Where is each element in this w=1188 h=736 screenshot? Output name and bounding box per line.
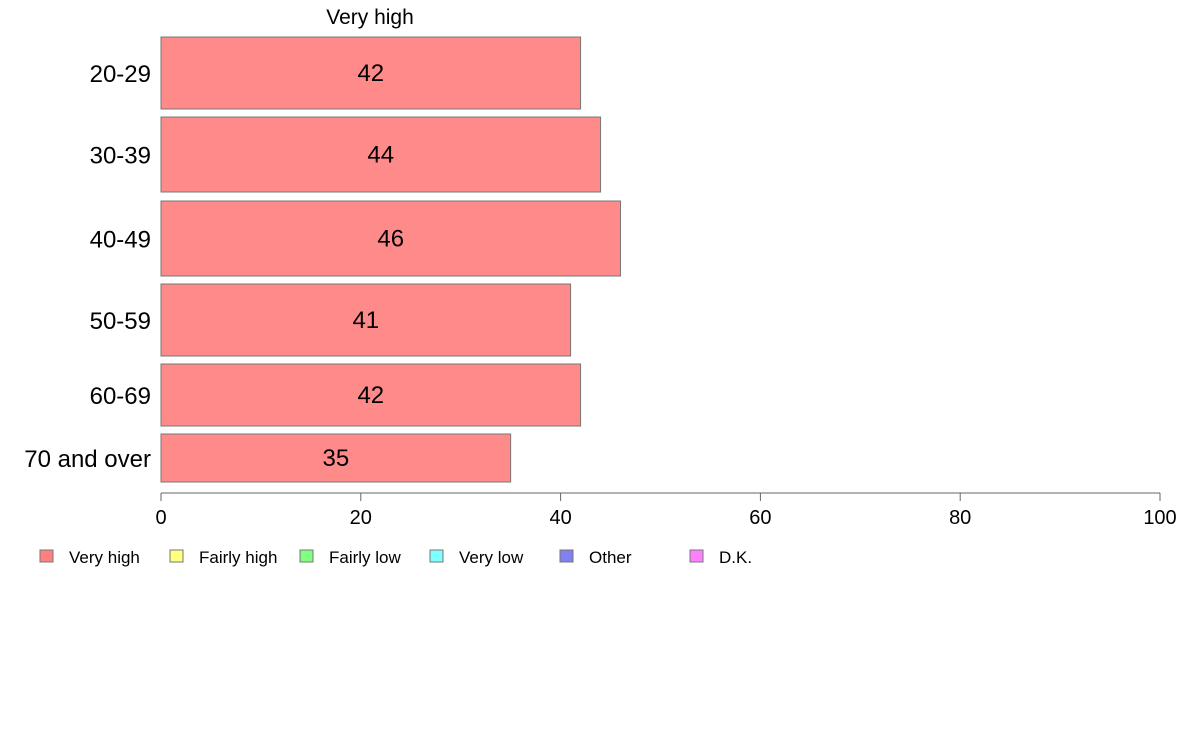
bar-value-label: 46	[377, 226, 404, 253]
chart-title: Very high	[326, 6, 414, 29]
x-tick-label: 20	[350, 507, 372, 529]
bar-60-69	[160, 363, 582, 427]
bar-40-49	[160, 200, 622, 277]
bar-value-label: 41	[352, 307, 379, 334]
category-label: 50-59	[90, 308, 151, 335]
legend-swatch	[429, 549, 444, 563]
legend-label: Other	[589, 548, 632, 567]
legend-label: Very high	[69, 548, 140, 567]
bar-value-label: 42	[357, 60, 384, 87]
legend: Very high Fairly high Fairly low Very low Ot…	[39, 548, 752, 567]
x-axis: 0 20 40 60 80 100	[155, 492, 1177, 529]
legend-label: D.K.	[719, 548, 752, 567]
legend-swatch	[299, 549, 314, 563]
legend-swatch	[689, 549, 704, 563]
bar-20-29	[160, 36, 582, 110]
bar-70-and-over	[160, 433, 512, 483]
legend-label: Fairly high	[199, 548, 277, 567]
legend-label: Very low	[459, 548, 524, 567]
category-label: 20-29	[90, 61, 151, 88]
x-tick-label: 100	[1143, 507, 1176, 529]
legend-swatch	[169, 549, 184, 563]
bar-30-39	[160, 116, 602, 193]
x-tick-label: 40	[549, 507, 571, 529]
x-tick-label: 60	[749, 507, 771, 529]
bar-value-label: 42	[357, 382, 384, 409]
legend-swatch	[39, 549, 54, 563]
bar-value-label: 35	[322, 445, 349, 472]
legend-label: Fairly low	[329, 548, 402, 567]
bars-group: 42 20-29 44 30-39 46 40-49 41 50-59 42 60-69 35 70 …	[24, 36, 622, 483]
bar-50-59	[160, 283, 572, 357]
category-label: 60-69	[90, 383, 151, 410]
x-tick-label: 80	[949, 507, 971, 529]
category-label: 30-39	[90, 143, 151, 170]
bar-value-label: 44	[367, 142, 394, 169]
legend-swatch	[559, 549, 574, 563]
x-tick-label: 0	[155, 507, 166, 529]
category-label: 70 and over	[24, 446, 151, 473]
category-label: 40-49	[90, 227, 151, 254]
